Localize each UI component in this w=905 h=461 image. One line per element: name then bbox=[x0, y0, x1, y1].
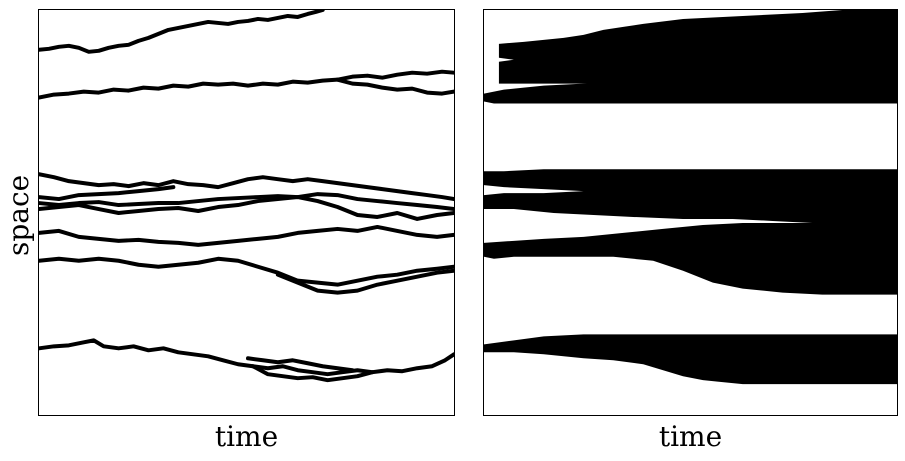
domain-band-bottom bbox=[484, 334, 897, 385]
walk-paths-plot bbox=[39, 10, 454, 383]
domain-band-second bbox=[484, 69, 897, 104]
walk-path-6 bbox=[39, 195, 454, 221]
walk-path-2 bbox=[39, 69, 454, 100]
walk-path-9 bbox=[39, 256, 454, 287]
left-panel-walk-paths bbox=[38, 9, 455, 416]
right-x-axis-label: time bbox=[658, 420, 723, 453]
domain-band-top bbox=[498, 10, 897, 84]
walk-path-10 bbox=[275, 268, 454, 295]
y-axis-label: space bbox=[2, 174, 35, 256]
walk-path-8 bbox=[39, 224, 454, 247]
walk-path-1 bbox=[39, 10, 325, 54]
right-panel-domain-growth bbox=[483, 9, 898, 416]
walk-path-7 bbox=[39, 192, 454, 212]
domain-band-middle bbox=[484, 169, 897, 295]
walk-path-5 bbox=[39, 185, 176, 202]
walk-path-4 bbox=[39, 172, 454, 202]
left-x-axis-label: time bbox=[214, 420, 279, 453]
walk-path-13 bbox=[250, 364, 375, 383]
walk-path-3 bbox=[335, 77, 454, 96]
domain-growth-plot bbox=[484, 10, 897, 385]
walk-path-11 bbox=[39, 338, 454, 377]
walk-path-12 bbox=[246, 356, 355, 373]
